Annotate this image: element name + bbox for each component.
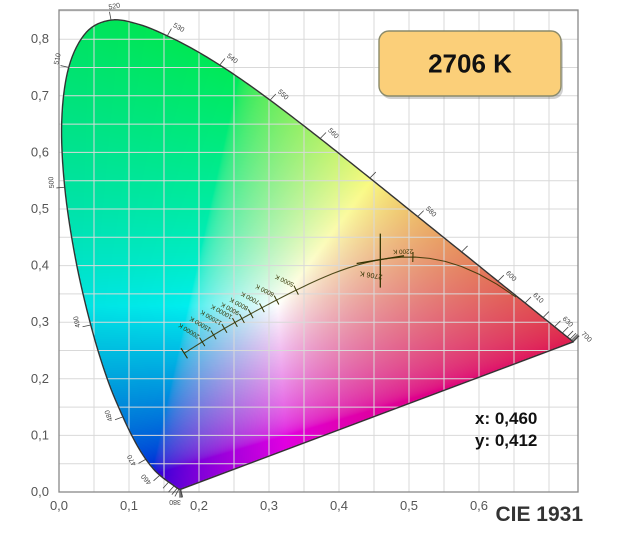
svg-text:0,0: 0,0 <box>50 498 68 513</box>
svg-text:0,3: 0,3 <box>260 498 278 513</box>
svg-text:y: 0,412: y: 0,412 <box>475 431 537 450</box>
svg-text:470: 470 <box>126 453 138 467</box>
svg-text:x: 0,460: x: 0,460 <box>475 409 537 428</box>
svg-text:5000 K: 5000 K <box>273 272 295 287</box>
svg-text:510: 510 <box>53 52 62 65</box>
svg-text:530: 530 <box>172 22 186 34</box>
svg-text:630: 630 <box>561 316 574 329</box>
svg-text:6000 K: 6000 K <box>254 282 276 298</box>
svg-text:0,4: 0,4 <box>31 258 49 273</box>
svg-text:500: 500 <box>48 176 56 188</box>
svg-text:480: 480 <box>104 409 115 422</box>
svg-text:2706 K: 2706 K <box>359 269 383 282</box>
svg-text:540: 540 <box>225 53 239 66</box>
svg-text:0,5: 0,5 <box>400 498 418 513</box>
svg-text:0,0: 0,0 <box>31 484 49 499</box>
svg-text:0,1: 0,1 <box>120 498 138 513</box>
svg-text:2706 K: 2706 K <box>428 49 512 79</box>
svg-text:0,5: 0,5 <box>31 201 49 216</box>
svg-text:0,8: 0,8 <box>31 31 49 46</box>
svg-text:700: 700 <box>579 331 592 344</box>
svg-text:550: 550 <box>276 89 289 102</box>
svg-text:0,1: 0,1 <box>31 427 49 442</box>
svg-text:560: 560 <box>326 127 339 140</box>
svg-text:2200 K: 2200 K <box>392 247 413 255</box>
svg-text:0,2: 0,2 <box>31 371 49 386</box>
svg-text:0,3: 0,3 <box>31 314 49 329</box>
svg-text:0,4: 0,4 <box>330 498 348 513</box>
svg-text:0,6: 0,6 <box>470 498 488 513</box>
svg-text:0,2: 0,2 <box>190 498 208 513</box>
svg-text:0,7: 0,7 <box>31 88 49 103</box>
svg-text:380: 380 <box>169 498 181 505</box>
svg-text:0,6: 0,6 <box>31 144 49 159</box>
svg-text:580: 580 <box>424 205 437 218</box>
svg-text:490: 490 <box>73 315 82 328</box>
svg-text:600: 600 <box>504 270 517 283</box>
svg-text:460: 460 <box>140 472 153 485</box>
svg-text:CIE 1931: CIE 1931 <box>495 503 583 526</box>
